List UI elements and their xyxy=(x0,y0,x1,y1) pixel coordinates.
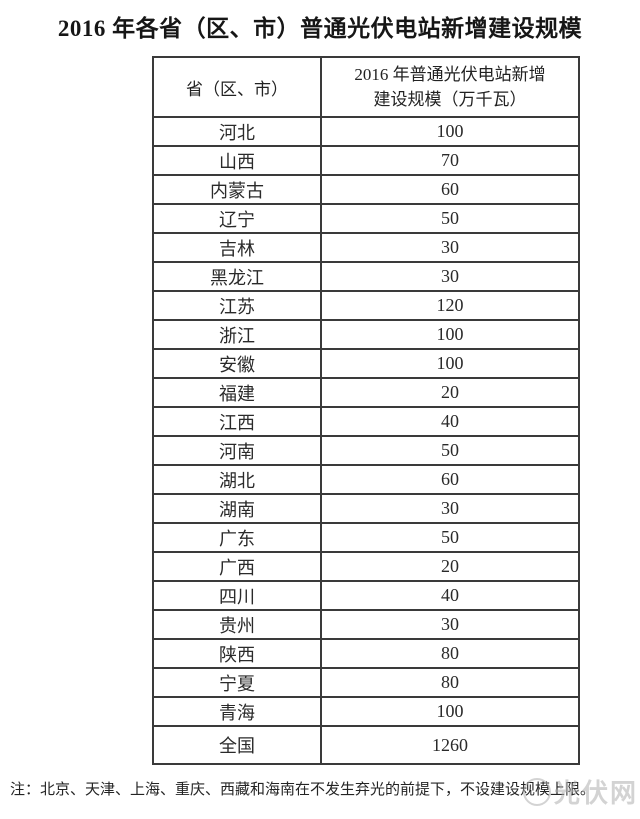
header-scale-line2: 建设规模（万千瓦） xyxy=(373,90,527,109)
province-cell: 内蒙古 xyxy=(152,174,322,205)
table-row: 山西 70 xyxy=(152,145,580,176)
footnote: 注： 北京、天津、上海、重庆、西藏和海南在不发生弃光的前提下，不设建设规模上限。 xyxy=(10,781,634,800)
value-cell: 100 xyxy=(320,319,580,350)
table-row: 贵州 30 xyxy=(152,609,580,640)
province-cell: 河南 xyxy=(152,435,322,466)
table-row: 江苏 120 xyxy=(152,290,580,321)
province-cell: 浙江 xyxy=(152,319,322,350)
province-cell: 福建 xyxy=(152,377,322,408)
province-cell: 安徽 xyxy=(152,348,322,379)
province-cell: 宁夏 xyxy=(152,667,322,698)
scale-table: 省（区、市） 2016 年普通光伏电站新增 建设规模（万千瓦） 河北 100 山西 7… xyxy=(152,56,580,765)
province-cell: 江苏 xyxy=(152,290,322,321)
table-row: 湖南 30 xyxy=(152,493,580,524)
header-province: 省（区、市） xyxy=(152,56,322,118)
province-cell: 江西 xyxy=(152,406,322,437)
table-row: 安徽 100 xyxy=(152,348,580,379)
table-row: 广东 50 xyxy=(152,522,580,553)
table-header-row: 省（区、市） 2016 年普通光伏电站新增 建设规模（万千瓦） xyxy=(152,56,580,118)
table-row: 浙江 100 xyxy=(152,319,580,350)
value-cell: 60 xyxy=(320,174,580,205)
value-cell: 120 xyxy=(320,290,580,321)
value-cell: 80 xyxy=(320,638,580,669)
province-cell: 山西 xyxy=(152,145,322,176)
province-cell: 湖北 xyxy=(152,464,322,495)
province-cell: 广东 xyxy=(152,522,322,553)
value-cell: 80 xyxy=(320,667,580,698)
table-body: 河北 100 山西 70 内蒙古 60 辽宁 50 吉林 30 黑龙江 30 江苏 120 浙江 100 安徽 1… xyxy=(152,116,580,765)
table-row: 湖北 60 xyxy=(152,464,580,495)
table-row: 陕西 80 xyxy=(152,638,580,669)
table-row: 江西 40 xyxy=(152,406,580,437)
table-row: 河南 50 xyxy=(152,435,580,466)
value-cell: 50 xyxy=(320,435,580,466)
table-row: 宁夏 80 xyxy=(152,667,580,698)
value-cell: 30 xyxy=(320,609,580,640)
value-cell: 70 xyxy=(320,145,580,176)
province-cell: 青海 xyxy=(152,696,322,727)
table-row: 广西 20 xyxy=(152,551,580,582)
province-cell: 河北 xyxy=(152,116,322,147)
page-title: 2016 年各省（区、市）普通光伏电站新增建设规模 xyxy=(57,16,583,41)
value-cell: 20 xyxy=(320,377,580,408)
value-cell: 30 xyxy=(320,232,580,263)
footnote-text: 北京、天津、上海、重庆、西藏和海南在不发生弃光的前提下，不设建设规模上限。 xyxy=(40,782,596,798)
value-cell: 60 xyxy=(320,464,580,495)
province-cell: 黑龙江 xyxy=(152,261,322,292)
total-row: 全国 1260 xyxy=(152,725,580,765)
table-row: 河北 100 xyxy=(152,116,580,147)
value-cell: 50 xyxy=(320,522,580,553)
table-row: 吉林 30 xyxy=(152,232,580,263)
table-row: 辽宁 50 xyxy=(152,203,580,234)
value-cell: 20 xyxy=(320,551,580,582)
province-cell: 贵州 xyxy=(152,609,322,640)
province-cell: 四川 xyxy=(152,580,322,611)
footnote-label: 注： xyxy=(10,782,41,798)
province-cell: 全国 xyxy=(152,725,322,765)
header-scale-line1: 2016 年普通光伏电站新增 xyxy=(354,65,546,84)
value-cell: 30 xyxy=(320,261,580,292)
province-cell: 吉林 xyxy=(152,232,322,263)
value-cell: 30 xyxy=(320,493,580,524)
header-scale: 2016 年普通光伏电站新增 建设规模（万千瓦） xyxy=(320,56,580,118)
value-cell: 100 xyxy=(320,696,580,727)
table-row: 黑龙江 30 xyxy=(152,261,580,292)
table-row: 青海 100 xyxy=(152,696,580,727)
province-cell: 湖南 xyxy=(152,493,322,524)
province-cell: 辽宁 xyxy=(152,203,322,234)
value-cell: 40 xyxy=(320,406,580,437)
value-cell: 100 xyxy=(320,348,580,379)
value-cell: 1260 xyxy=(320,725,580,765)
value-cell: 100 xyxy=(320,116,580,147)
province-cell: 陕西 xyxy=(152,638,322,669)
province-cell: 广西 xyxy=(152,551,322,582)
table-row: 福建 20 xyxy=(152,377,580,408)
value-cell: 40 xyxy=(320,580,580,611)
value-cell: 50 xyxy=(320,203,580,234)
table-row: 内蒙古 60 xyxy=(152,174,580,205)
table-row: 四川 40 xyxy=(152,580,580,611)
